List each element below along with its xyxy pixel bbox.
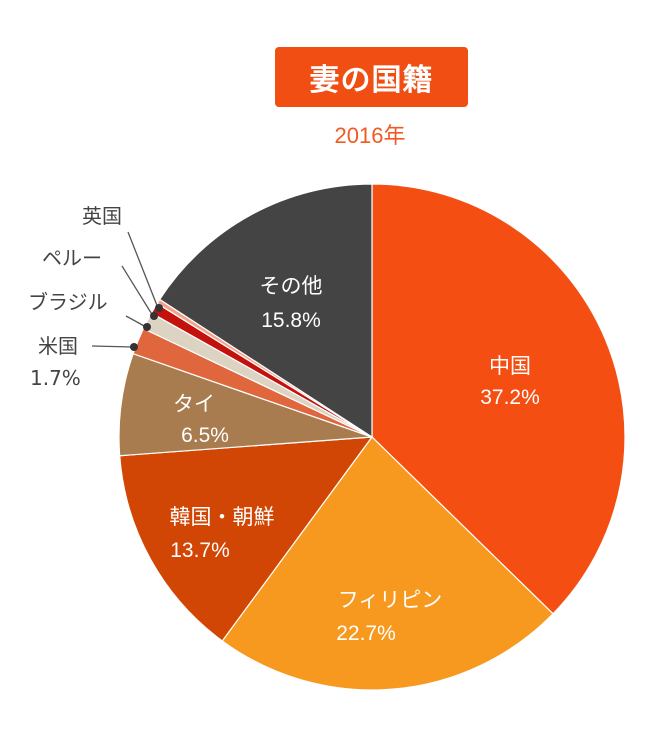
label-china-name: 中国 <box>489 355 531 378</box>
label-usa-name: 米国 <box>38 334 78 358</box>
pie-slice-1 <box>221 436 554 691</box>
pie-slice-2 <box>119 436 374 642</box>
label-china-pct: 37.2% <box>480 386 540 409</box>
label-thailand-pct: 6.5% <box>181 424 229 447</box>
label-brazil: ブラジル <box>28 290 108 314</box>
pie-slices <box>118 183 626 691</box>
chart-title: 妻の国籍 <box>309 63 434 98</box>
label-philippines-pct: 22.7% <box>336 622 396 645</box>
label-usa-pct: 1.7% <box>30 366 81 390</box>
pie-slice-8 <box>158 183 373 439</box>
pie-slice-0 <box>371 183 626 615</box>
label-thailand-name: タイ <box>173 393 215 416</box>
leader-dots <box>130 304 163 351</box>
label-other-pct: 15.8% <box>261 309 321 332</box>
label-other-name: その他 <box>260 275 323 298</box>
label-philippines-name: フィリピン <box>338 589 443 612</box>
label-uk: 英国 <box>82 204 122 228</box>
leader-lines <box>91 231 159 348</box>
chart-title-badge: 妻の国籍 <box>275 47 468 107</box>
chart-subtitle: 2016年 <box>334 123 406 148</box>
label-peru: ペルー <box>42 246 102 270</box>
label-korea-name: 韓国・朝鮮 <box>170 506 275 529</box>
label-korea-pct: 13.7% <box>170 539 230 562</box>
